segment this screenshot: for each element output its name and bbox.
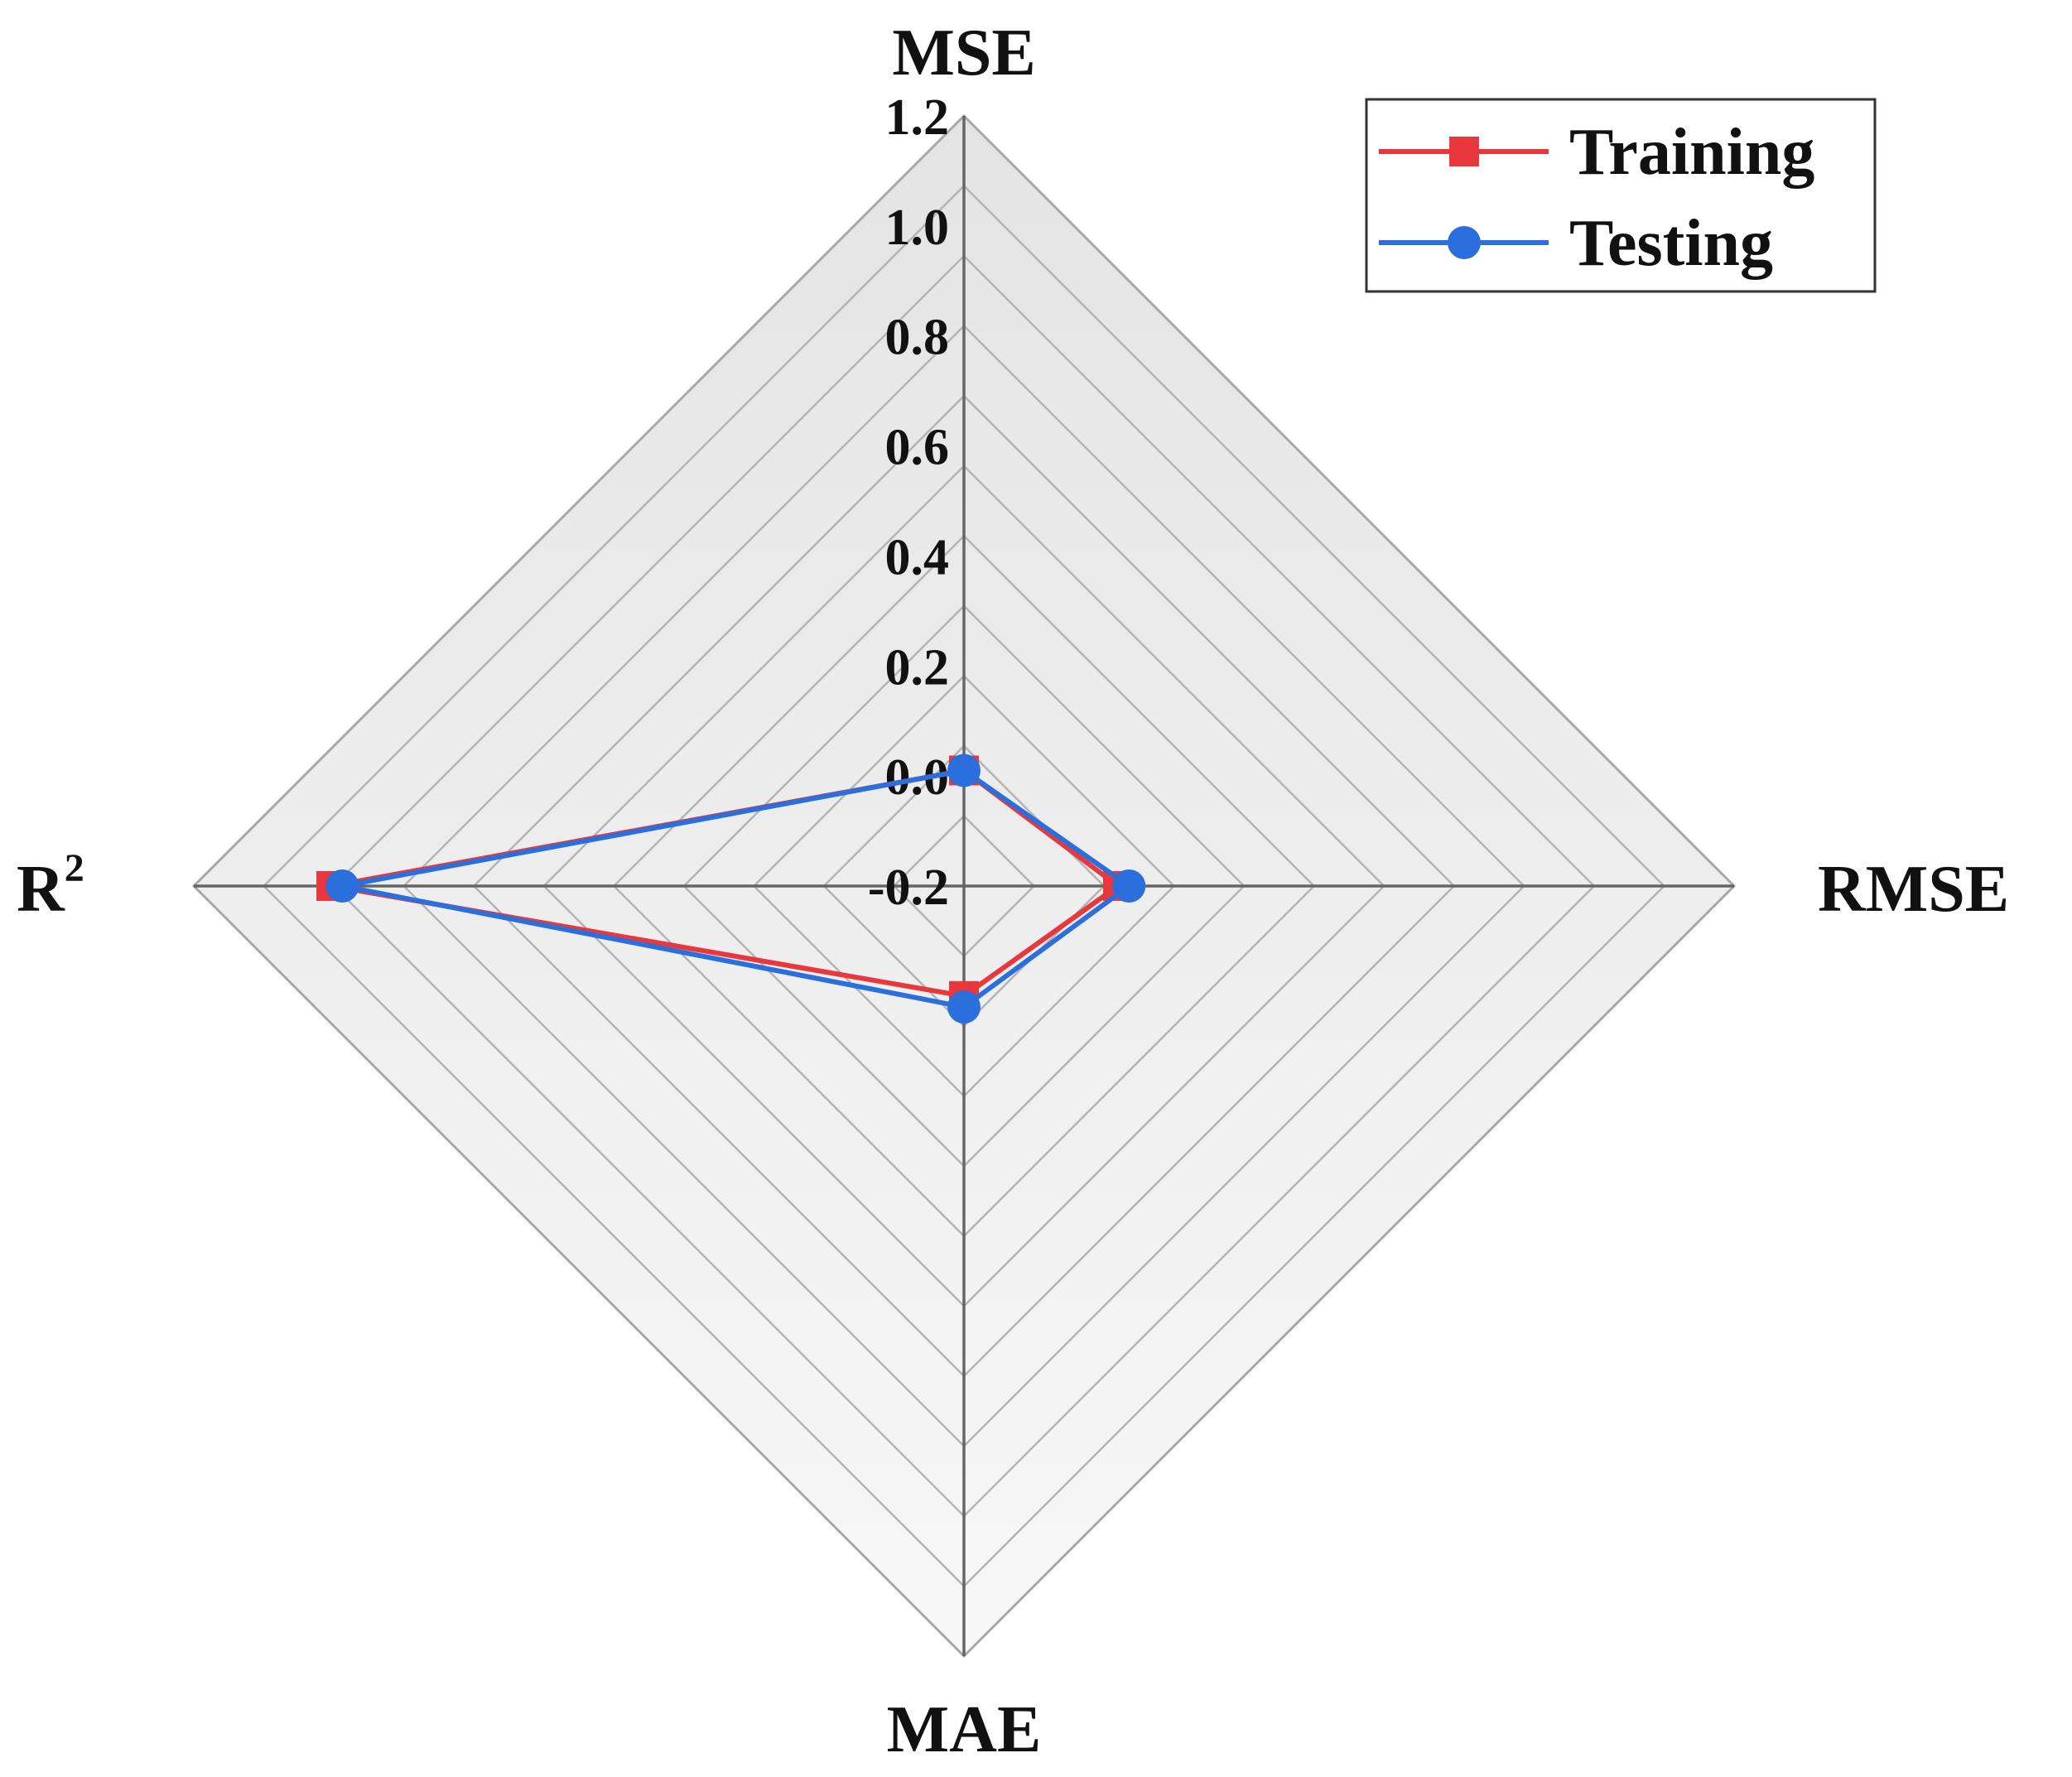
legend: Training Testing	[1365, 98, 1877, 293]
radial-tick-labels: -0.20.00.20.40.60.81.01.2	[868, 89, 949, 916]
series-testing	[325, 754, 1146, 1024]
legend-marker	[1449, 137, 1479, 166]
radial-tick-label: 1.0	[885, 200, 950, 256]
radial-tick-label: 1.2	[885, 89, 950, 146]
series-group	[316, 754, 1146, 1024]
data-point-marker	[947, 754, 981, 787]
axis-labels: MSE RMSE MAE R2	[17, 17, 2009, 1766]
radial-tick-label: 0.4	[885, 529, 950, 585]
data-point-marker	[947, 990, 981, 1024]
radar-spokes	[194, 116, 1734, 1656]
radial-tick-label: 0.2	[885, 639, 950, 696]
legend-item-testing: Testing	[1379, 207, 1773, 280]
radial-tick-label: -0.2	[868, 860, 949, 916]
data-point-marker	[325, 869, 359, 903]
axis-label-mae: MAE	[887, 1693, 1042, 1766]
axis-label-r: R2	[17, 846, 84, 926]
radial-tick-label: 0.6	[885, 420, 950, 476]
axis-label-rmse: RMSE	[1818, 853, 2009, 926]
legend-item-training: Training	[1379, 116, 1814, 189]
legend-marker	[1448, 226, 1481, 259]
legend-label: Testing	[1569, 207, 1773, 280]
legend-label: Training	[1569, 116, 1814, 189]
radial-tick-label: 0.8	[885, 310, 950, 366]
data-point-marker	[1112, 869, 1146, 903]
axis-label-mse: MSE	[892, 17, 1035, 89]
legend-box	[1365, 98, 1877, 293]
